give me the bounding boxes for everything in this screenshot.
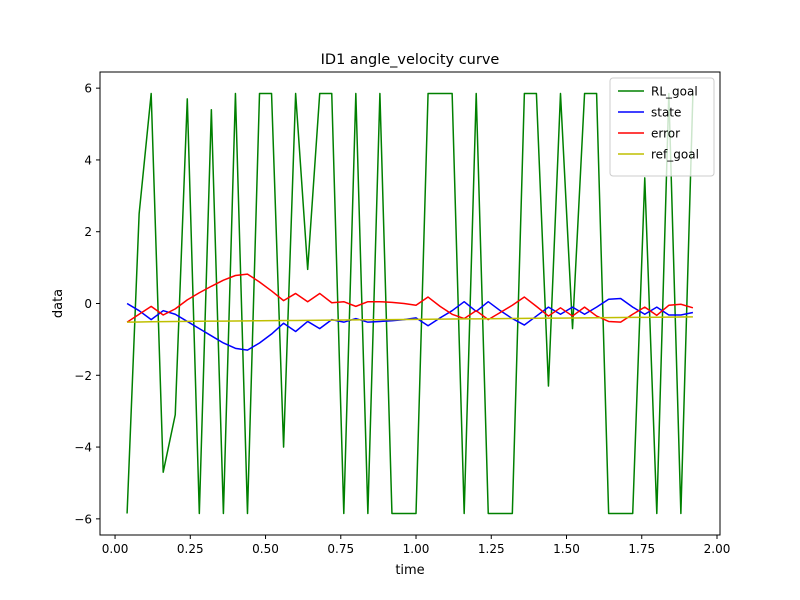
x-tick-label: 0.50 — [252, 542, 279, 556]
legend-entry-label: error — [651, 127, 680, 141]
y-tick-label: −2 — [74, 369, 92, 383]
y-tick-label: −4 — [74, 441, 92, 455]
y-tick-label: 6 — [84, 82, 92, 96]
x-axis-label: time — [395, 563, 424, 578]
y-tick-label: 4 — [84, 153, 92, 167]
y-axis-label: data — [51, 289, 66, 318]
x-tick-label: 0.00 — [102, 542, 129, 556]
series-line-ref-goal — [127, 316, 693, 323]
y-tick-label: 2 — [84, 225, 92, 239]
x-tick-label: 1.50 — [553, 542, 580, 556]
x-tick-label: 1.00 — [403, 542, 430, 556]
plot-lines — [126, 92, 694, 515]
legend-entry-label: RL_goal — [651, 85, 698, 99]
legend-entry-label: state — [651, 106, 681, 120]
series-line-rl-goal — [126, 92, 694, 515]
chart-title: ID1 angle_velocity curve — [321, 52, 500, 68]
legend-entry-label: ref_goal — [651, 148, 699, 162]
y-tick-label: −6 — [74, 512, 92, 526]
legend-box — [609, 77, 715, 177]
y-tick-label: 0 — [84, 297, 92, 311]
y-axis: −6 −4 −2 0 2 4 6 — [74, 82, 100, 526]
series-line-error — [126, 273, 694, 323]
x-tick-label: 1.25 — [478, 542, 505, 556]
x-tick-label: 0.75 — [327, 542, 354, 556]
plot-area-frame — [99, 71, 721, 536]
x-tick-label: 0.25 — [177, 542, 204, 556]
x-tick-label: 2.00 — [704, 542, 731, 556]
x-tick-label: 1.75 — [628, 542, 655, 556]
x-axis: 0.00 0.25 0.50 0.75 1.00 1.25 1.50 1.75 2.00 — [102, 535, 731, 556]
